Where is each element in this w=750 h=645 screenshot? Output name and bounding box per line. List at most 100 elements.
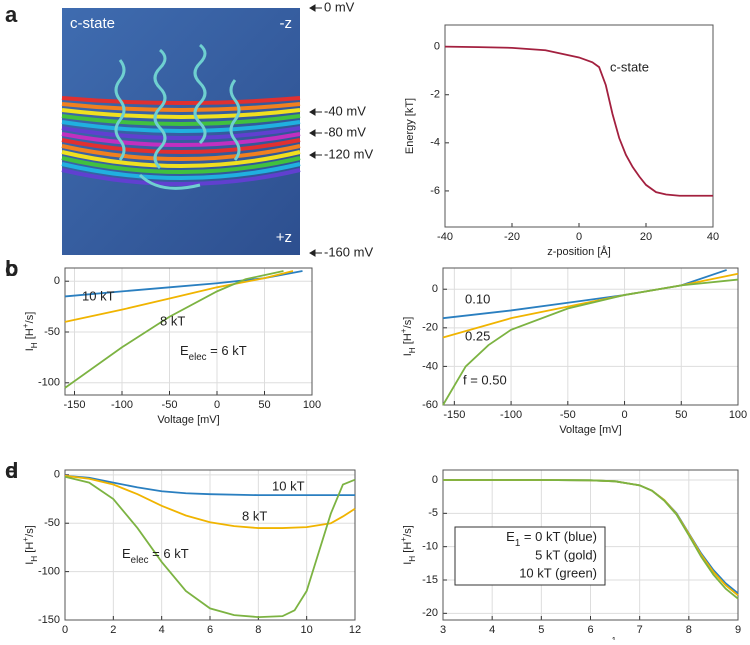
x-tick-label: 6 [207,624,213,636]
line [442,272,739,339]
line [64,474,355,497]
x-tick-label: 6 [587,624,593,636]
x-tick-label: 0 [576,231,582,243]
y-axis-label: IH [H+/s] [399,525,417,565]
text-part: H [30,342,39,348]
annotation: 10 kT [272,478,305,493]
y-tick-label: 0 [432,474,438,486]
y-axis-label: IH [H+/s] [21,312,39,352]
annotation: 10 kT [82,288,115,303]
x-tick-label: -150 [63,399,85,411]
x-tick-label: 0 [621,409,627,421]
y-tick-label: -6 [430,185,440,197]
top-label: -z [280,15,293,32]
y-tick-label: -15 [422,574,438,586]
y-tick-label: -100 [38,377,60,389]
legend-label: 5 kT (gold) [535,547,597,562]
x-axis-label: Voltage [mV] [157,414,219,426]
x-tick-label: -150 [443,409,465,421]
text-part: 1 [515,538,520,549]
y-tick-label: 0 [54,469,60,481]
chart: -40 -20 0 20 40-6-4-20z-position [Å]Energy [… [404,24,719,258]
text-part: H [408,556,417,562]
y-tick-label: -100 [38,566,60,578]
annotation: c-state [610,59,649,74]
y-tick-label: -60 [422,399,438,411]
panel-letter: e [5,458,17,483]
x-axis-label: log10(k23[s-1]) [558,636,623,640]
y-axis-label: IH [H+/s] [21,525,39,565]
x-tick-label: 12 [349,624,361,636]
text-part: H [30,556,39,562]
text-part: elec [131,555,149,566]
y-tick-label: -20 [422,322,438,334]
annotation: 0.10 [465,291,490,306]
y-tick-label: -150 [38,614,60,626]
annotation: Eelec = 6 kT [180,343,247,363]
plot-frame [444,24,714,228]
x-tick-label: 7 [637,624,643,636]
x-tick-label: 9 [735,624,741,636]
text-part: /s] [24,312,36,324]
x-axis-label: z-position [Å] [547,245,611,258]
x-tick-label: -100 [111,399,133,411]
voltage-label: -80 mV [324,124,366,139]
x-tick-label: 100 [729,409,747,421]
y-tick-label: -2 [430,89,440,101]
voltage-label: -120 mV [324,146,373,161]
x-tick-label: -50 [162,399,178,411]
x-tick-label: 50 [675,409,687,421]
annotation: 0.25 [465,328,490,343]
text-part: /s] [24,525,36,537]
text-part: = 0 kT (blue) [520,529,597,544]
text-part: [H [402,333,414,347]
y-tick-label: -50 [44,326,60,338]
text-part: + [21,323,30,328]
text-part: E [506,529,515,544]
x-tick-label: -20 [504,231,520,243]
x-tick-label: 8 [686,624,692,636]
annotation: 8 kT [160,313,185,328]
x-tick-label: -100 [500,409,522,421]
panel-letter: c [5,256,17,281]
x-tick-label: 100 [303,399,321,411]
text-part: [H [24,328,36,342]
text-part: I [402,562,414,565]
x-axis-label: Voltage [mV] [559,424,621,436]
line [64,270,294,323]
text-part: I [24,348,36,351]
y-tick-label: 0 [54,275,60,287]
y-axis-label: IH [H+/s] [399,317,417,357]
x-tick-label: 3 [440,624,446,636]
text-part: H [408,347,417,353]
x-tick-label: 2 [110,624,116,636]
y-tick-label: -20 [422,607,438,619]
line [443,479,739,600]
x-tick-label: 0 [62,624,68,636]
text-part: + [399,537,408,542]
text-part: /s] [402,525,414,537]
text-part: [H [402,542,414,556]
x-tick-label: 50 [258,399,270,411]
text-part: [H [24,542,36,556]
line [64,270,284,389]
panel-letter: a [5,2,18,27]
text-part: + [21,537,30,542]
annotation: f = 0.50 [463,372,507,387]
text-part: E [122,546,131,561]
text-part: elec [189,352,207,363]
line [444,45,713,197]
x-tick-label: 4 [159,624,165,636]
y-axis-label: Energy [kT] [404,98,416,154]
plot-frame [442,469,739,621]
x-tick-label: 4 [489,624,495,636]
x-tick-label: 40 [707,231,719,243]
text-part: I [402,353,414,356]
annotation: 8 kT [242,508,267,523]
y-tick-label: -4 [430,137,440,149]
line [64,475,356,618]
